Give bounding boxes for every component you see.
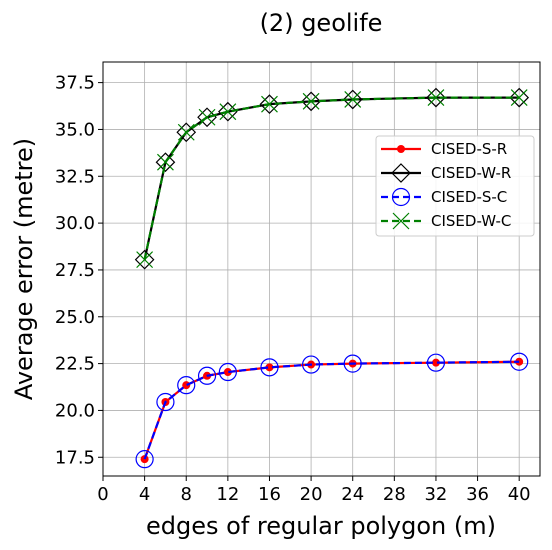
grid xyxy=(102,62,540,476)
y-axis-label: Average error (metre) xyxy=(10,138,38,400)
legend-item: CISED-W-R xyxy=(381,163,511,183)
data-point xyxy=(135,450,154,469)
legend-label: CISED-S-C xyxy=(431,188,507,206)
data-point xyxy=(136,251,154,269)
x-tick-label: 24 xyxy=(341,484,364,505)
data-point xyxy=(198,108,216,126)
y-tick-label: 35.0 xyxy=(55,119,95,140)
data-point xyxy=(197,107,217,128)
data-point xyxy=(261,95,278,113)
legend-label: CISED-W-R xyxy=(431,164,511,182)
data-point xyxy=(156,392,175,412)
data-point xyxy=(140,455,149,464)
series-group xyxy=(134,87,530,469)
data-point xyxy=(155,152,176,173)
data-point xyxy=(177,123,195,141)
data-point xyxy=(219,103,237,121)
data-point xyxy=(509,87,530,108)
x-axis-label: edges of regular polygon (m) xyxy=(146,512,496,540)
data-point xyxy=(431,358,440,367)
x-tick-label: 36 xyxy=(466,484,489,505)
data-point xyxy=(157,153,174,171)
y-tick-label: 32.5 xyxy=(55,166,95,187)
legend-item: CISED-S-C xyxy=(381,187,507,207)
plot-frame xyxy=(102,61,541,477)
x-tick-label: 28 xyxy=(383,484,406,505)
data-point xyxy=(343,354,362,373)
data-point xyxy=(342,89,363,110)
data-point xyxy=(427,89,445,107)
data-point xyxy=(260,358,279,377)
legend-box xyxy=(375,135,535,237)
x-tick-label: 4 xyxy=(139,484,150,505)
data-point xyxy=(134,249,155,270)
series-line xyxy=(143,360,520,460)
y-tick-label: 17.5 xyxy=(55,447,95,468)
chart-title: (2) geolife xyxy=(260,9,383,37)
data-point xyxy=(218,101,238,122)
y-tick-label: 20.0 xyxy=(55,400,95,421)
data-point xyxy=(426,353,446,372)
data-point xyxy=(301,91,321,112)
data-point xyxy=(223,368,232,377)
legend: CISED-S-R CISED-W-R CISED-S-C CISED-W-C xyxy=(375,135,535,237)
x-tick-label: 0 xyxy=(97,484,108,505)
y-tick-label: 25.0 xyxy=(55,307,95,328)
x-tick-label: 40 xyxy=(508,484,531,505)
legend-item: CISED-S-R xyxy=(381,140,507,158)
x-tick-label: 16 xyxy=(258,484,281,505)
series-line xyxy=(143,96,520,260)
data-point xyxy=(301,355,321,374)
series-cised-w-c xyxy=(136,89,528,269)
legend-marker xyxy=(392,212,410,230)
y-tick-label: 30.0 xyxy=(55,213,95,234)
legend-marker xyxy=(391,163,411,183)
data-point xyxy=(510,89,528,107)
data-point xyxy=(510,352,529,371)
x-tick-label: 20 xyxy=(300,484,323,505)
y-tick-label: 27.5 xyxy=(55,260,95,281)
data-point xyxy=(265,363,274,372)
data-point xyxy=(218,362,237,382)
series-cised-s-c xyxy=(135,352,529,469)
data-point xyxy=(176,122,197,143)
legend-label: CISED-W-C xyxy=(431,212,511,230)
x-tick-label: 8 xyxy=(181,484,192,505)
data-point xyxy=(259,94,280,114)
y-tick-label: 22.5 xyxy=(55,354,95,375)
x-tick-label: 12 xyxy=(216,484,239,505)
x-tick-label: 32 xyxy=(424,484,447,505)
ticks: 0 4 8 12 16 20 24 28 32 36 40 17.5 20.0 22.5 25.0 27.5 3… xyxy=(55,73,531,505)
data-point xyxy=(515,357,524,366)
legend-marker xyxy=(397,145,405,153)
data-point xyxy=(344,91,362,108)
data-point xyxy=(302,92,320,110)
data-point xyxy=(177,376,196,395)
data-point xyxy=(426,87,446,108)
legend-marker xyxy=(391,187,411,207)
data-point xyxy=(197,366,217,385)
legend-item: CISED-W-C xyxy=(381,212,511,230)
legend-label: CISED-S-R xyxy=(431,140,507,158)
y-tick-label: 37.5 xyxy=(55,73,95,94)
